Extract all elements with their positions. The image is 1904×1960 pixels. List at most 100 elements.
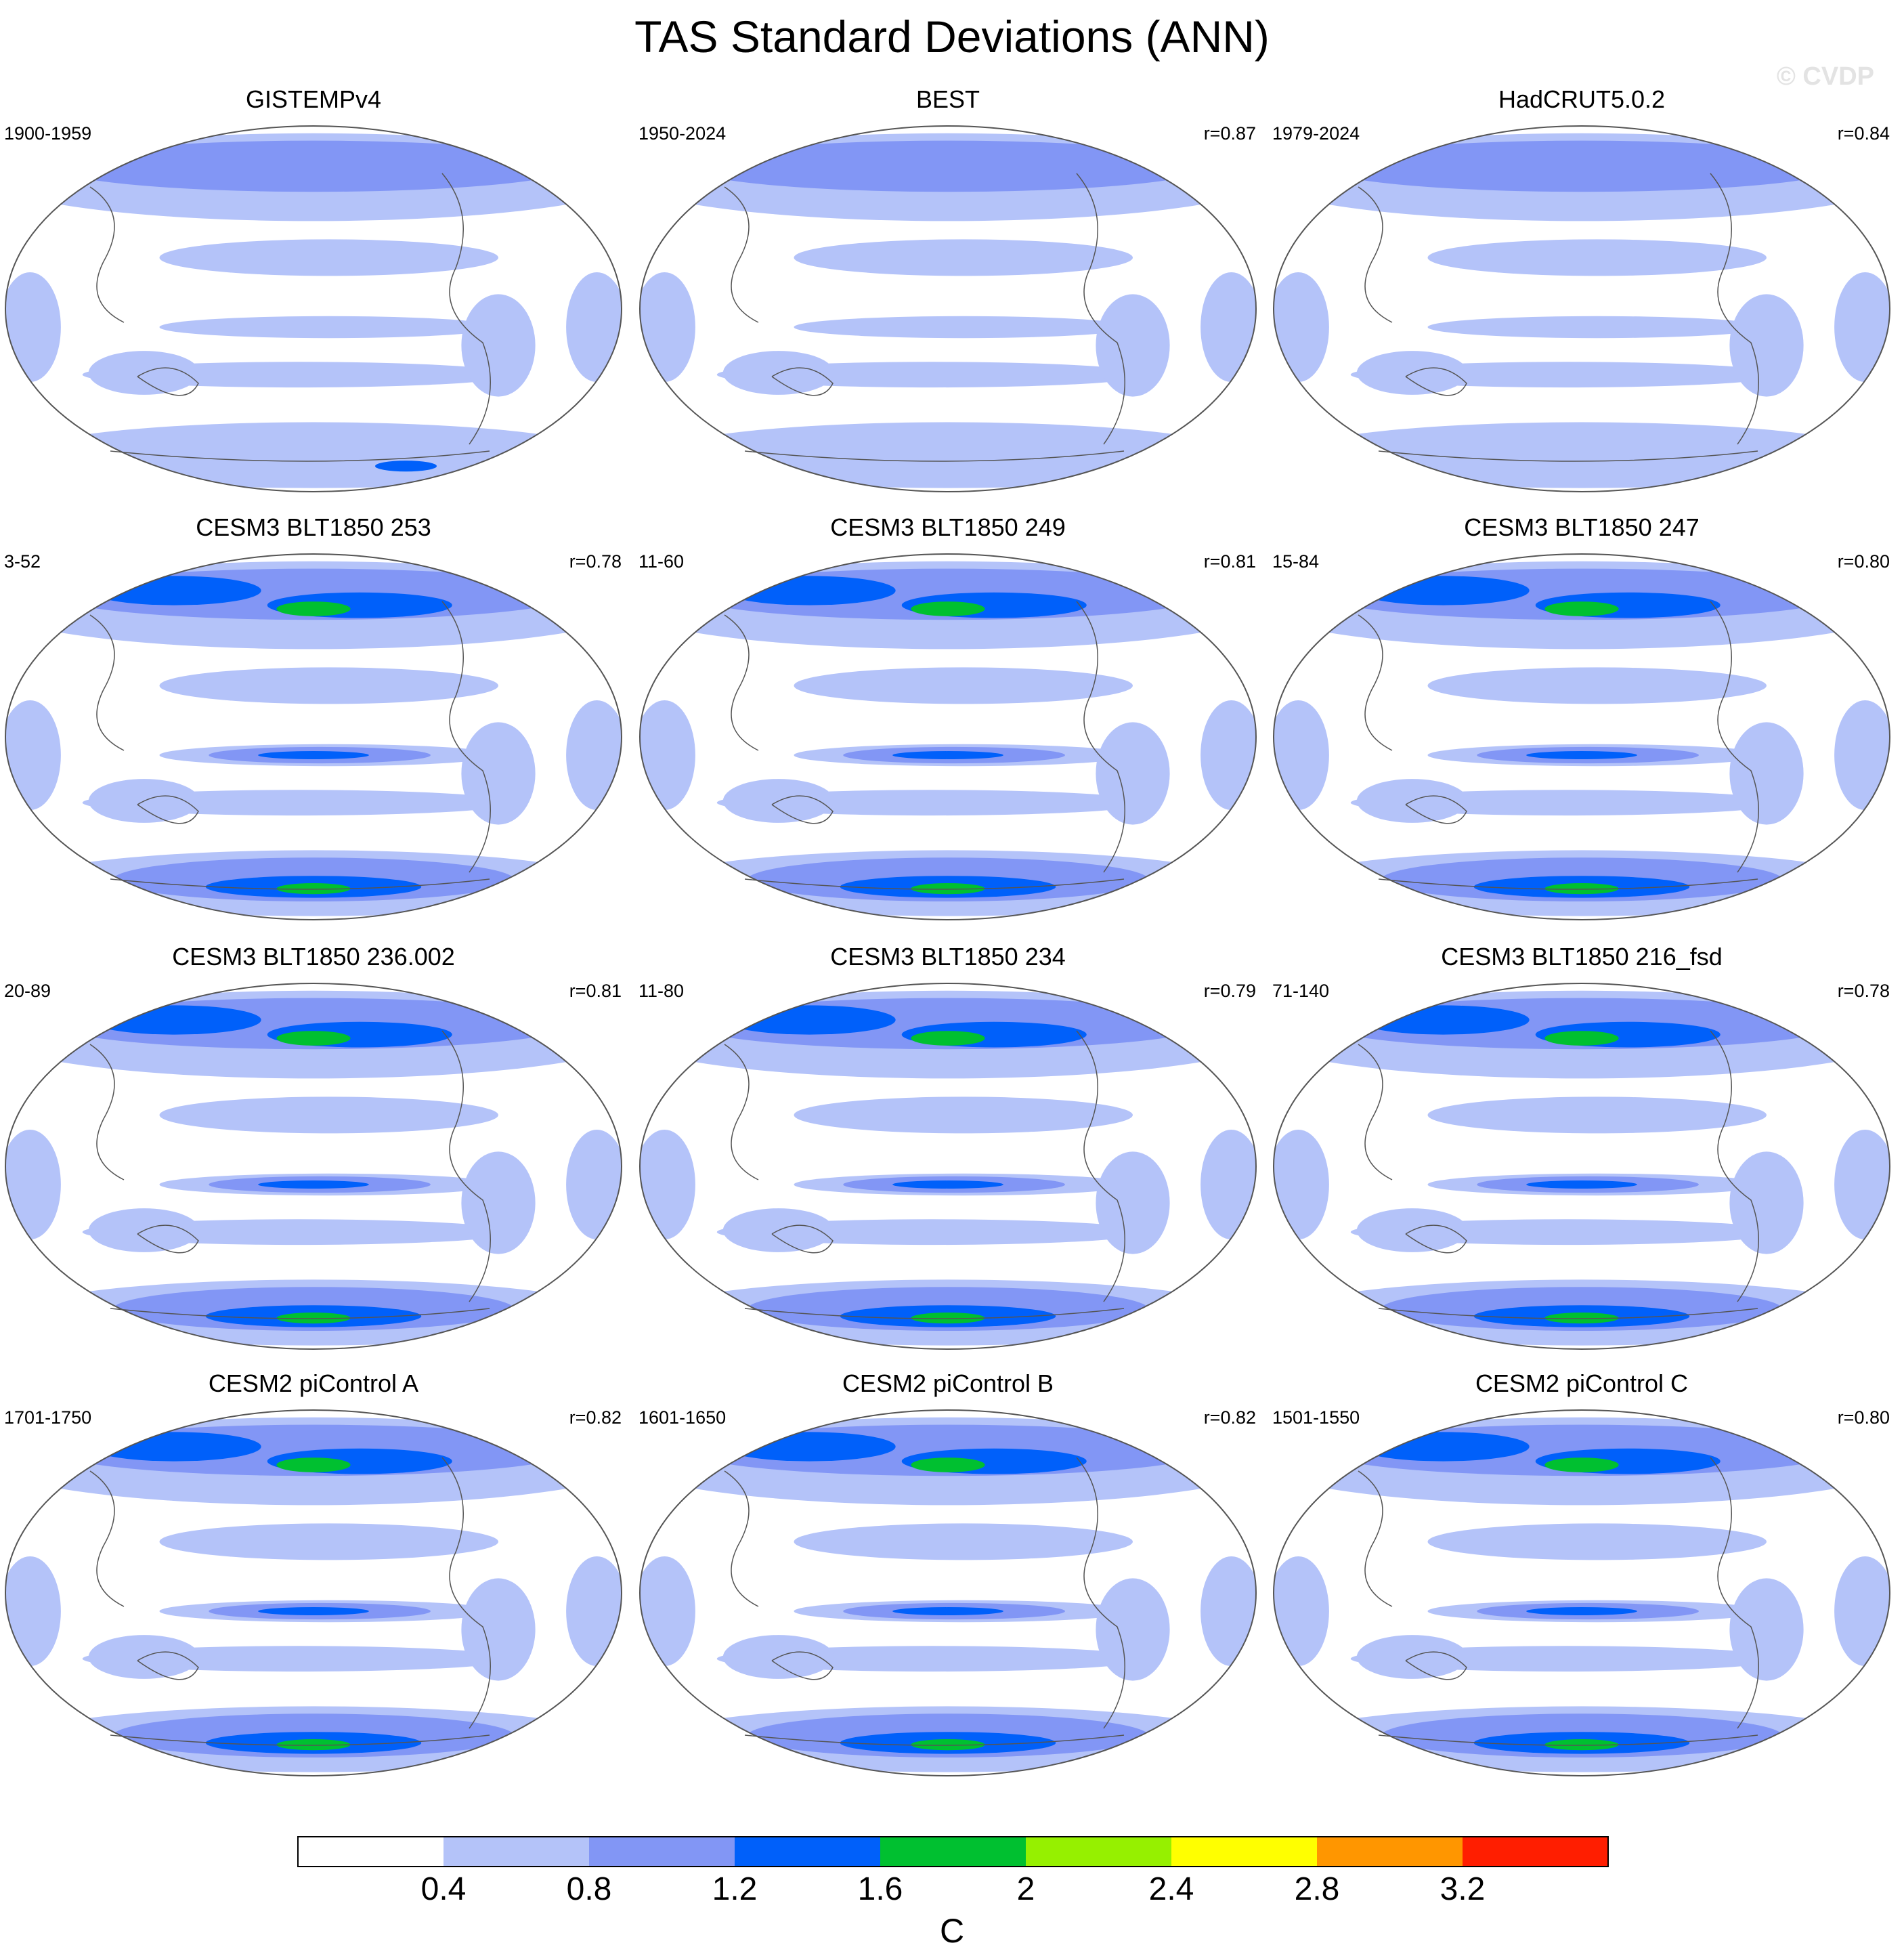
shading-blob bbox=[911, 1031, 985, 1046]
coastlines bbox=[724, 601, 1125, 890]
panel-period: 3-52 bbox=[4, 551, 41, 572]
map-border bbox=[639, 553, 1257, 920]
map-background bbox=[5, 554, 622, 920]
shading-blob bbox=[1356, 1005, 1530, 1035]
shading-blob bbox=[159, 1523, 498, 1560]
panel-title: BEST bbox=[915, 85, 980, 113]
shading-blob bbox=[1320, 140, 1844, 192]
shading-blob bbox=[20, 422, 607, 488]
colorbar-segment bbox=[735, 1837, 880, 1867]
coastlines bbox=[1358, 601, 1759, 890]
panel-correlation: r=0.79 bbox=[1203, 981, 1256, 1001]
map-panel bbox=[639, 553, 1257, 920]
map-border bbox=[1273, 125, 1890, 492]
shading-blob bbox=[159, 1096, 498, 1134]
shading-blob bbox=[1427, 667, 1767, 704]
shading-blob bbox=[64, 574, 83, 582]
panel-period: 11-80 bbox=[639, 981, 685, 1001]
shading-blob bbox=[258, 1607, 369, 1615]
shading-blob bbox=[1096, 294, 1170, 397]
panel-correlation: r=0.78 bbox=[1837, 981, 1890, 1001]
panel-title: CESM3 BLT1850 247 bbox=[1464, 513, 1700, 541]
coastlines bbox=[724, 1030, 1125, 1319]
map-border bbox=[1273, 553, 1890, 920]
shading-blob bbox=[276, 601, 351, 616]
shading-blob bbox=[64, 574, 102, 585]
map-background bbox=[5, 126, 622, 492]
shading-blob bbox=[566, 1130, 622, 1239]
shading-blob bbox=[159, 239, 498, 276]
shading-blob bbox=[1427, 1523, 1767, 1560]
shading-blob bbox=[911, 601, 985, 616]
panel-title: CESM3 BLT1850 249 bbox=[830, 513, 1066, 541]
panel-title: CESM2 piControl A bbox=[208, 1369, 419, 1397]
shading-blob bbox=[1526, 751, 1637, 759]
shading-blob bbox=[1274, 700, 1329, 810]
panel-correlation: r=0.80 bbox=[1837, 551, 1890, 572]
colorbar-segment bbox=[443, 1837, 589, 1867]
coastlines bbox=[1358, 1030, 1759, 1319]
shading-blob bbox=[1544, 883, 1619, 895]
shading-blob bbox=[5, 1130, 61, 1239]
coastlines bbox=[724, 1457, 1125, 1746]
shading-blob bbox=[640, 272, 695, 382]
panel-period: 1950-2024 bbox=[639, 123, 727, 144]
shading-blob bbox=[1332, 574, 1370, 585]
shading-blob bbox=[5, 272, 61, 382]
shading-blob bbox=[1526, 1607, 1637, 1615]
coastlines bbox=[1358, 173, 1759, 462]
shading-blob bbox=[1427, 1096, 1767, 1134]
coastlines bbox=[724, 173, 1125, 462]
map-panel bbox=[5, 983, 622, 1350]
shading-blob bbox=[640, 700, 695, 810]
shading-blob bbox=[1332, 1430, 1370, 1441]
shading-blob bbox=[794, 1523, 1133, 1560]
shading-blob bbox=[1834, 1130, 1890, 1239]
map-background bbox=[640, 983, 1256, 1349]
map-border bbox=[639, 1409, 1257, 1776]
shading-blob bbox=[276, 1457, 351, 1472]
shading-blob bbox=[1427, 316, 1767, 339]
map-panel bbox=[5, 1409, 622, 1776]
shading-blob bbox=[1200, 700, 1256, 810]
shading-blob bbox=[911, 883, 985, 895]
shading-blob bbox=[1544, 1031, 1619, 1046]
shading-blob bbox=[1356, 1432, 1530, 1462]
shading-blob bbox=[88, 1005, 261, 1035]
shading-blob bbox=[276, 1031, 351, 1046]
shading-blob bbox=[640, 1556, 695, 1666]
map-border bbox=[1273, 1409, 1890, 1776]
shading-blob bbox=[698, 1003, 736, 1015]
panel-correlation: r=0.81 bbox=[569, 981, 622, 1001]
coastlines bbox=[89, 173, 491, 462]
map-background bbox=[1274, 126, 1890, 492]
map-background bbox=[1274, 1410, 1890, 1776]
shading-blob bbox=[1289, 422, 1875, 488]
shading-blob bbox=[1544, 1457, 1619, 1472]
shading-blob bbox=[1729, 1578, 1804, 1681]
colorbar-segment bbox=[298, 1837, 443, 1867]
shading bbox=[5, 133, 622, 488]
shading bbox=[5, 561, 622, 916]
colorbar-segment bbox=[1463, 1837, 1608, 1867]
shading-blob bbox=[566, 272, 622, 382]
map-background bbox=[640, 554, 1256, 920]
shading-blob bbox=[461, 294, 536, 397]
coastlines bbox=[89, 1030, 491, 1319]
panel-period: 1900-1959 bbox=[4, 123, 92, 144]
shading-blob bbox=[640, 1130, 695, 1239]
panel-period: 1501-1550 bbox=[1272, 1407, 1360, 1428]
colorbar-tick-label: 2 bbox=[1016, 1871, 1035, 1907]
map-background bbox=[5, 983, 622, 1349]
shading-blob bbox=[1200, 1556, 1256, 1666]
shading-blob bbox=[1200, 1130, 1256, 1239]
panel-title: CESM3 BLT1850 216_fsd bbox=[1441, 943, 1723, 971]
shading-blob bbox=[1834, 700, 1890, 810]
shading bbox=[5, 1417, 622, 1772]
shading-blob bbox=[64, 1003, 102, 1015]
panel-correlation: r=0.82 bbox=[569, 1407, 622, 1428]
shading-blob bbox=[51, 140, 576, 192]
map-border bbox=[1273, 983, 1890, 1350]
shading-blob bbox=[911, 1739, 985, 1751]
